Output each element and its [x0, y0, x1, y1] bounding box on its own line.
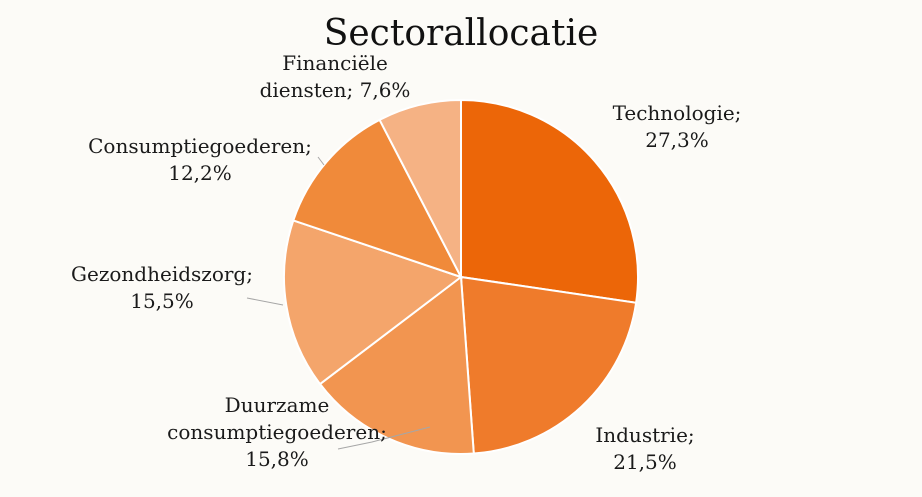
slice-label-line: Gezondheidszorg;: [71, 262, 253, 286]
slice-label-duurzame-consumptiegoederen: Duurzame consumptiegoederen; 15,8%: [167, 392, 387, 473]
slice-label-line: Duurzame: [224, 393, 330, 417]
slice-label-line: consumptiegoederen;: [167, 420, 387, 444]
slice-label-line: 15,8%: [245, 447, 309, 471]
pie-slice-gezondheidszorg: [283, 219, 464, 386]
slice-label-gezondheidszorg: Gezondheidszorg; 15,5%: [71, 261, 253, 315]
chart-title: Sectorallocatie: [323, 13, 599, 54]
slice-label-line: 15,5%: [130, 289, 194, 313]
leader-line: [317, 156, 325, 166]
slice-label-line: 21,5%: [613, 450, 677, 474]
pie-slice-consumptiegoederen: [292, 118, 464, 279]
pie-slice-industrie: [459, 275, 638, 455]
slice-label-line: Technologie;: [612, 101, 742, 125]
leader-line: [337, 426, 431, 450]
slice-label-technologie: Technologie; 27,3%: [613, 100, 742, 154]
slice-label-financi-le-diensten: Financiële diensten; 7,6%: [260, 50, 411, 104]
slice-label-line: 27,3%: [645, 128, 709, 152]
slice-label-line: Industrie;: [595, 423, 695, 447]
pie-slice-financi-le-diensten: [378, 98, 462, 278]
slice-label-line: Financiële: [282, 51, 388, 75]
slice-label-industrie: Industrie; 21,5%: [595, 422, 694, 476]
slice-label-consumptiegoederen: Consumptiegoederen; 12,2%: [88, 133, 312, 187]
leader-line: [246, 297, 284, 306]
slice-label-line: diensten; 7,6%: [259, 78, 411, 102]
slice-label-line: 12,2%: [168, 161, 232, 185]
pie-slice-technologie: [460, 98, 639, 304]
slice-label-line: Consumptiegoederen;: [88, 134, 312, 158]
